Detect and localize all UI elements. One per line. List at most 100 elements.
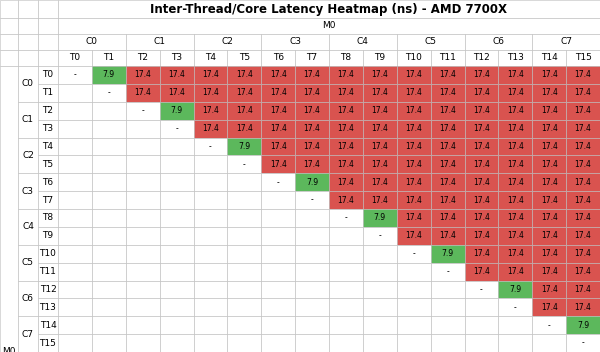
Bar (566, 281, 600, 298)
Bar (58, 191, 92, 209)
Text: 17.4: 17.4 (439, 160, 456, 169)
Text: T15: T15 (40, 339, 56, 347)
Bar (193, 66, 227, 84)
Bar (397, 66, 431, 84)
Bar (499, 316, 532, 334)
Bar (126, 245, 160, 263)
Text: 17.4: 17.4 (439, 106, 456, 115)
Bar (92, 102, 126, 120)
Text: T8: T8 (43, 213, 53, 222)
Text: T15: T15 (575, 54, 592, 63)
Text: C5: C5 (22, 258, 34, 267)
Text: 17.4: 17.4 (575, 213, 592, 222)
Bar (566, 191, 600, 209)
Bar (431, 84, 464, 102)
Text: 7.9: 7.9 (509, 285, 521, 294)
Text: -: - (581, 339, 584, 347)
Bar (38, 191, 58, 209)
Bar (193, 34, 261, 50)
Bar (464, 334, 499, 352)
Text: T11: T11 (439, 54, 456, 63)
Bar (193, 173, 227, 191)
Text: 17.4: 17.4 (270, 88, 287, 97)
Bar (329, 227, 363, 245)
Bar (363, 191, 397, 209)
Bar (431, 245, 464, 263)
Text: 17.4: 17.4 (541, 303, 557, 312)
Bar (363, 227, 397, 245)
Text: 17.4: 17.4 (473, 196, 490, 205)
Text: 17.4: 17.4 (371, 178, 388, 187)
Text: 17.4: 17.4 (371, 88, 388, 97)
Text: -: - (480, 285, 483, 294)
Bar (38, 209, 58, 227)
Bar (329, 173, 363, 191)
Bar (38, 102, 58, 120)
Bar (58, 316, 92, 334)
Text: 17.4: 17.4 (541, 285, 557, 294)
Text: 17.4: 17.4 (541, 106, 557, 115)
Bar (58, 298, 92, 316)
Bar (532, 191, 566, 209)
Text: M0: M0 (2, 347, 16, 352)
Bar (92, 84, 126, 102)
Bar (160, 281, 193, 298)
Bar (58, 120, 92, 138)
Bar (227, 84, 261, 102)
Text: T9: T9 (43, 231, 53, 240)
Bar (261, 263, 295, 281)
Bar (58, 173, 92, 191)
Text: 17.4: 17.4 (236, 124, 253, 133)
Text: -: - (446, 267, 449, 276)
Bar (329, 209, 363, 227)
Bar (160, 120, 193, 138)
Text: T1: T1 (43, 88, 53, 97)
Text: 7.9: 7.9 (374, 213, 386, 222)
Text: 17.4: 17.4 (304, 160, 320, 169)
Text: 17.4: 17.4 (473, 267, 490, 276)
Text: -: - (514, 303, 517, 312)
Text: 17.4: 17.4 (371, 70, 388, 80)
Text: T3: T3 (171, 54, 182, 63)
Bar (261, 34, 329, 50)
Text: 17.4: 17.4 (575, 303, 592, 312)
Text: T2: T2 (43, 106, 53, 115)
Bar (397, 120, 431, 138)
Text: 17.4: 17.4 (439, 213, 456, 222)
Bar (532, 316, 566, 334)
Bar (261, 84, 295, 102)
Bar (160, 138, 193, 155)
Bar (18, 0, 38, 18)
Bar (261, 298, 295, 316)
Bar (38, 298, 58, 316)
Bar (363, 298, 397, 316)
Bar (566, 209, 600, 227)
Bar (92, 120, 126, 138)
Bar (38, 84, 58, 102)
Bar (363, 155, 397, 173)
Bar (92, 191, 126, 209)
Bar (261, 102, 295, 120)
Bar (295, 281, 329, 298)
Bar (499, 173, 532, 191)
Bar (363, 263, 397, 281)
Bar (431, 263, 464, 281)
Bar (160, 84, 193, 102)
Text: 7.9: 7.9 (238, 142, 250, 151)
Text: -: - (311, 196, 313, 205)
Bar (126, 281, 160, 298)
Text: 17.4: 17.4 (473, 231, 490, 240)
Bar (126, 34, 193, 50)
Bar (38, 263, 58, 281)
Bar (227, 173, 261, 191)
Bar (193, 281, 227, 298)
Bar (261, 155, 295, 173)
Text: 17.4: 17.4 (473, 106, 490, 115)
Bar (464, 281, 499, 298)
Text: 17.4: 17.4 (507, 142, 524, 151)
Bar (499, 102, 532, 120)
Text: 17.4: 17.4 (575, 267, 592, 276)
Bar (363, 316, 397, 334)
Bar (227, 316, 261, 334)
Bar (261, 191, 295, 209)
